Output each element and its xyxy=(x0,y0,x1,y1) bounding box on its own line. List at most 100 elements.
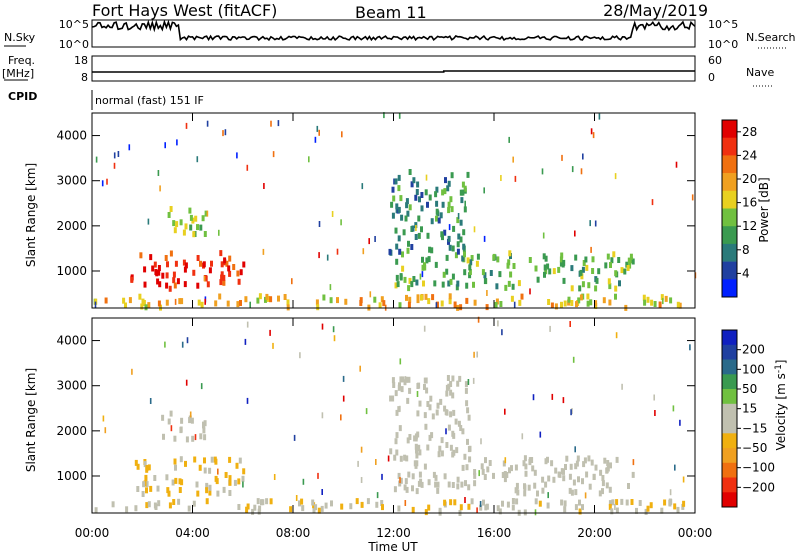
data-cell-velocity-3-0 xyxy=(393,454,397,461)
data-cell-power-4-73 xyxy=(499,301,503,307)
data-cell-velocity-2-110 xyxy=(574,489,578,496)
power-marks xyxy=(93,112,697,311)
colorbar-label-power-6: 28 xyxy=(742,125,757,139)
data-cell-velocity-3-59 xyxy=(447,424,451,431)
data-cell-power-0-52 xyxy=(168,285,172,292)
colorbar-frame-power xyxy=(721,119,738,298)
data-cell-power-2-88 xyxy=(410,281,414,288)
noise-cell-velocity-69 xyxy=(317,472,319,479)
data-cell-power-2-8 xyxy=(451,273,455,280)
data-cell-velocity-1-7 xyxy=(203,420,207,427)
data-cell-velocity-2-75 xyxy=(605,467,609,474)
data-cell-velocity-0-5 xyxy=(153,475,157,481)
data-cell-velocity-4-40 xyxy=(578,499,581,506)
data-cell-power-2-54 xyxy=(408,277,412,284)
data-cell-velocity-4-66 xyxy=(496,505,500,512)
data-cell-velocity-4-102 xyxy=(498,508,502,515)
data-cell-power-2-68 xyxy=(463,269,467,276)
data-cell-power-4-58 xyxy=(416,294,420,301)
data-cell-power-1-12 xyxy=(203,231,207,237)
freq-left-tick-bottom: 8 xyxy=(81,71,88,84)
velocity-ylabel: Slant Range [km] xyxy=(24,368,38,472)
data-cell-power-3-80 xyxy=(411,225,415,232)
noise-cell-velocity-23 xyxy=(242,481,244,488)
data-cell-power-4-0 xyxy=(256,297,260,304)
noise-cell-power-29 xyxy=(362,248,365,255)
noise-cell-velocity-11 xyxy=(365,408,368,415)
data-cell-velocity-4-85 xyxy=(301,505,305,512)
data-cell-power-4-104 xyxy=(646,296,650,303)
noise-cell-velocity-74 xyxy=(584,492,587,499)
data-cell-power-4-79 xyxy=(664,295,668,302)
data-cell-velocity-2-40 xyxy=(601,488,604,495)
data-cell-power-2-30 xyxy=(552,268,556,275)
data-cell-power-2-109 xyxy=(543,264,547,271)
noise-cell-power-51 xyxy=(513,301,516,308)
data-cell-velocity-3-79 xyxy=(452,409,456,416)
data-cell-velocity-3-83 xyxy=(416,410,420,417)
noise-cell-velocity-70 xyxy=(504,457,507,464)
data-cell-power-4-82 xyxy=(554,303,558,310)
data-cell-power-2-117 xyxy=(508,250,512,257)
data-cell-power-3-14 xyxy=(450,206,454,213)
colorbar-label-power-4: 20 xyxy=(742,172,757,186)
noise-cell-velocity-38 xyxy=(534,509,537,516)
data-cell-velocity-4-73 xyxy=(482,499,485,506)
noise-cell-velocity-2 xyxy=(669,489,672,496)
data-cell-velocity-4-43 xyxy=(320,505,324,512)
noise-cell-velocity-1 xyxy=(569,321,571,327)
data-cell-velocity-3-47 xyxy=(395,432,399,439)
data-cell-power-3-49 xyxy=(434,191,438,198)
data-cell-power-2-6 xyxy=(591,256,595,263)
x-tick-label-1: 04:00 xyxy=(175,526,210,540)
data-cell-power-2-89 xyxy=(626,265,630,271)
data-cell-velocity-2-28 xyxy=(405,486,409,493)
noise-cell-velocity-49 xyxy=(342,375,345,382)
data-cell-velocity-2-5 xyxy=(411,485,414,492)
data-cell-velocity-3-22 xyxy=(464,387,468,394)
colorbar-seg-velocity-6 xyxy=(722,418,737,434)
data-cell-velocity-3-10 xyxy=(446,375,450,381)
data-cell-velocity-4-58 xyxy=(449,499,453,506)
noise-trace xyxy=(91,19,696,42)
noise-cell-velocity-67 xyxy=(185,379,188,386)
data-cell-power-3-52 xyxy=(398,248,402,255)
noise-cell-velocity-51 xyxy=(621,383,623,390)
data-cell-velocity-0-29 xyxy=(210,456,214,463)
data-cell-velocity-2-104 xyxy=(564,464,567,470)
data-cell-power-2-70 xyxy=(427,256,431,263)
data-cell-velocity-1-6 xyxy=(161,414,165,421)
data-cell-velocity-2-118 xyxy=(541,487,545,494)
colorbar-seg-velocity-5 xyxy=(722,403,737,419)
data-cell-power-4-29 xyxy=(218,293,222,300)
data-cell-velocity-4-48 xyxy=(673,503,677,510)
data-cell-power-0-28 xyxy=(232,264,236,270)
data-cell-power-3-34 xyxy=(402,229,406,236)
data-cell-power-3-51 xyxy=(430,247,434,254)
data-cell-velocity-3-27 xyxy=(463,453,467,460)
data-cell-power-3-73 xyxy=(463,185,467,192)
colorbar-label-power-2: 12 xyxy=(742,219,757,233)
data-cell-power-2-103 xyxy=(609,262,612,268)
data-cell-power-2-99 xyxy=(587,282,591,289)
data-cell-velocity-4-97 xyxy=(94,507,98,514)
data-cell-power-4-19 xyxy=(473,299,477,306)
data-cell-power-4-31 xyxy=(427,298,431,305)
data-cell-power-2-125 xyxy=(606,253,610,260)
data-cell-velocity-2-42 xyxy=(574,463,578,470)
data-cell-velocity-2-12 xyxy=(533,469,537,476)
data-cell-velocity-0-35 xyxy=(205,487,209,494)
noise-cell-velocity-77 xyxy=(102,415,105,422)
data-cell-power-0-51 xyxy=(183,281,187,288)
data-cell-velocity-3-46 xyxy=(445,442,449,448)
data-cell-velocity-0-16 xyxy=(228,479,232,486)
data-cell-power-2-118 xyxy=(614,285,618,292)
data-cell-velocity-0-58 xyxy=(174,464,177,471)
noise-cell-power-37 xyxy=(164,142,166,149)
data-cell-velocity-0-34 xyxy=(203,467,207,474)
colorbar-seg-power-9 xyxy=(722,279,737,298)
data-cell-velocity-0-39 xyxy=(235,462,239,469)
data-cell-velocity-0-53 xyxy=(141,491,145,497)
data-cell-velocity-2-7 xyxy=(461,464,465,471)
data-cell-power-3-69 xyxy=(405,202,409,209)
